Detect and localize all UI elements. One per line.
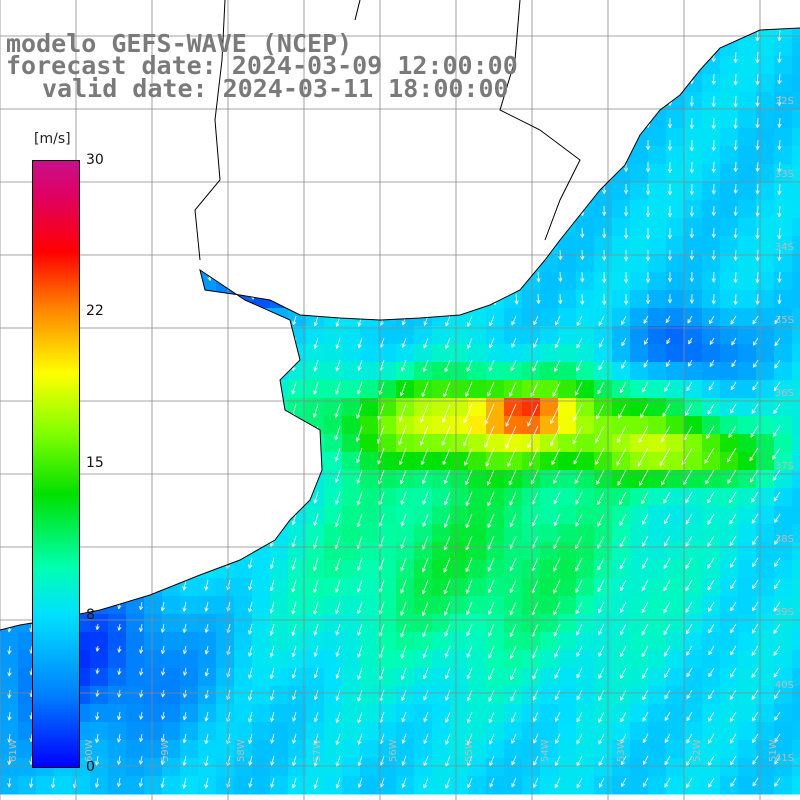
border-line-west xyxy=(194,0,226,261)
lon-label-56w: 56W xyxy=(388,739,399,762)
lon-label-52w: 52W xyxy=(692,739,703,762)
lon-label-53w: 53W xyxy=(616,739,627,762)
lon-label-54w: 54W xyxy=(540,739,551,762)
coastline xyxy=(0,27,800,631)
lat-label-38s: 38S xyxy=(774,534,794,545)
lat-label-36s: 36S xyxy=(774,388,794,399)
border-line-north xyxy=(354,0,361,21)
lon-label-59w: 59W xyxy=(160,739,171,762)
border-line-east xyxy=(499,0,581,241)
colorbar xyxy=(32,160,80,768)
colorbar-tick-15: 15 xyxy=(86,455,104,471)
title-valid-date: valid date: 2024-03-11 18:00:00 xyxy=(42,74,509,103)
lat-label-34s: 34S xyxy=(774,242,794,253)
lon-label-55w: 55W xyxy=(464,739,475,762)
lat-label-33s: 33S xyxy=(774,169,794,180)
title-model: modelo GEFS-WAVE (NCEP) xyxy=(6,29,353,58)
colorbar-tick-30: 30 xyxy=(86,152,104,168)
lat-label-35s: 35S xyxy=(774,315,794,326)
lat-label-37s: 37S xyxy=(774,461,794,472)
wind-speed-cells xyxy=(0,28,800,795)
lat-label-32s: 32S xyxy=(774,96,794,107)
lat-label-40s: 40S xyxy=(774,680,794,691)
colorbar-tick-0: 0 xyxy=(86,759,95,775)
colorbar-tick-22: 22 xyxy=(86,303,104,319)
lon-label-57w: 57W xyxy=(312,739,323,762)
title-forecast-date: forecast date: 2024-03-09 12:00:00 xyxy=(6,51,518,80)
lat-label-41s: 41S xyxy=(774,753,794,764)
lon-label-58w: 58W xyxy=(236,739,247,762)
lon-label-61w: 61W xyxy=(8,739,19,762)
lon-label-60w: 60W xyxy=(84,739,95,762)
lat-label-39s: 39S xyxy=(774,607,794,618)
lon-label-51w: 51W xyxy=(768,739,779,762)
colorbar-unit: [m/s] xyxy=(34,131,71,147)
colorbar-tick-8: 8 xyxy=(86,607,95,623)
